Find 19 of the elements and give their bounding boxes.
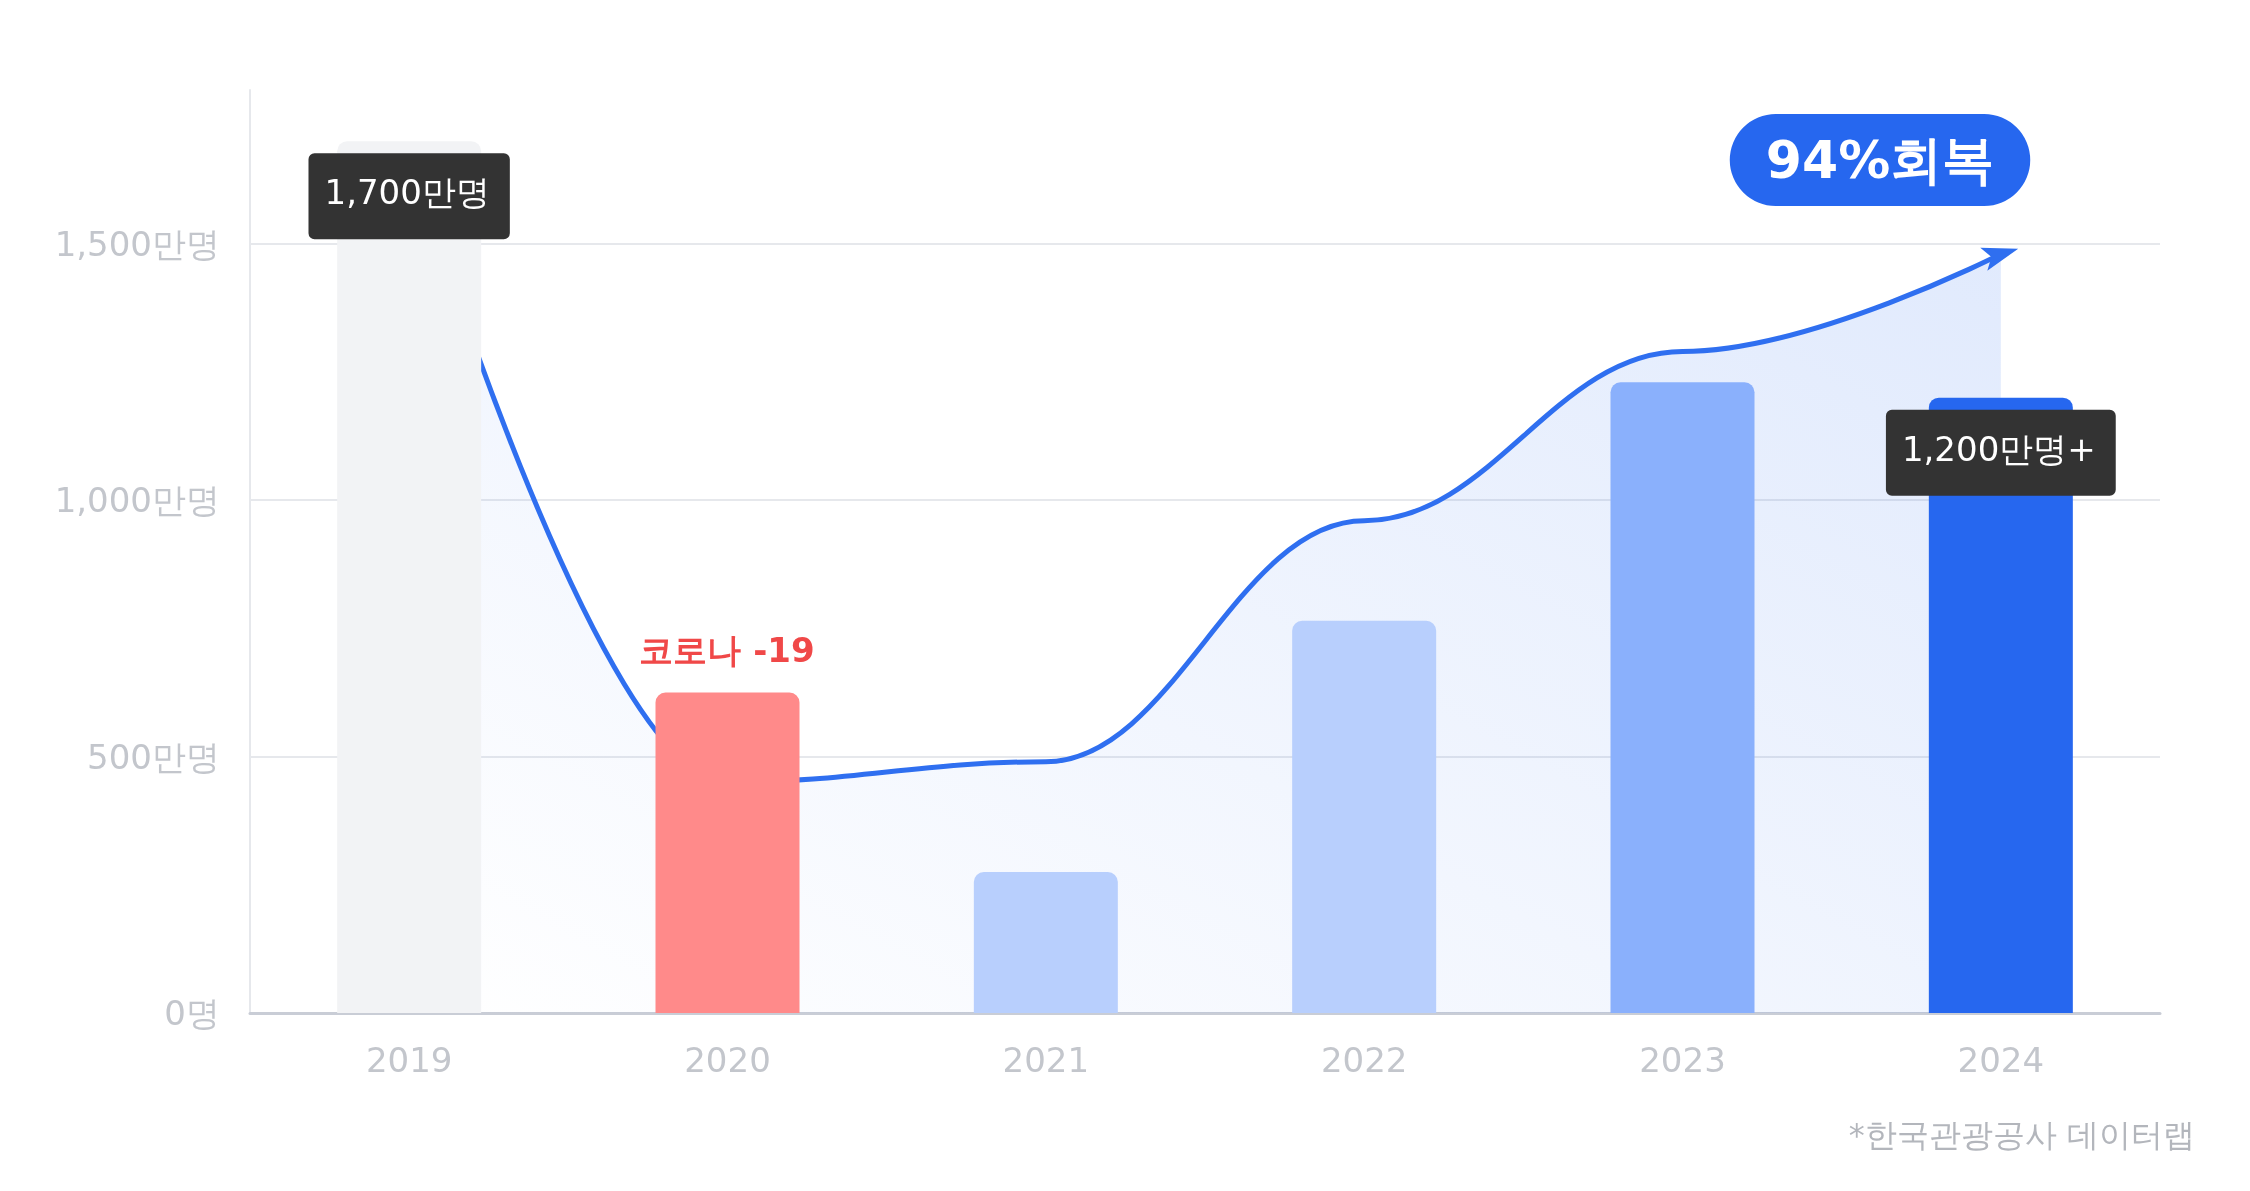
text: *한국관광공사 데이터랩 [1848, 1116, 2195, 1154]
y-tick-label: 1,000만명 [54, 480, 220, 521]
annotation: 코로나 -19 [639, 630, 815, 670]
bar [655, 692, 800, 1013]
x-tick-label: 2022 [1320, 1040, 1408, 1080]
annotation: 94%회복 [1765, 130, 1995, 190]
bar [973, 871, 1118, 1013]
x-tick-label: 2020 [684, 1040, 771, 1080]
y-tick-label: 0명 [164, 993, 220, 1033]
bar [1292, 620, 1437, 1013]
x-tick-label: 2024 [1957, 1040, 2045, 1080]
x-tick-label: 2019 [365, 1040, 453, 1080]
data-label: 1,200만명+ [1901, 428, 2096, 469]
x-tick-label: 2023 [1639, 1040, 1726, 1080]
y-tick-label: 1,500만명 [54, 223, 220, 264]
data-label: 1,700만명 [324, 172, 490, 213]
x-tick-label: 2021 [1002, 1040, 1090, 1080]
y-tick-label: 500만명 [87, 736, 220, 777]
bar [1610, 382, 1755, 1013]
